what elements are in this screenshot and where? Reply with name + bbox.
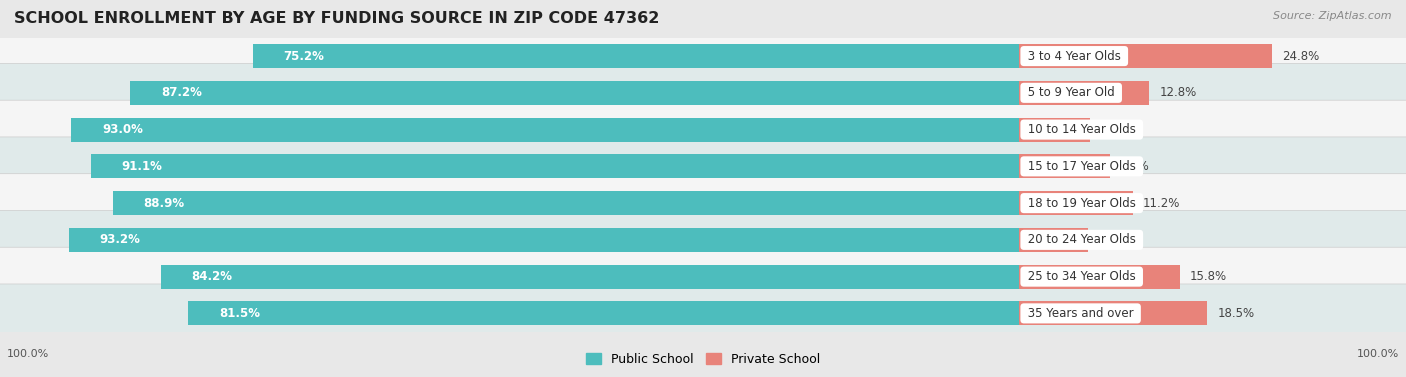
Bar xyxy=(1019,155,1109,178)
Text: 5 to 9 Year Old: 5 to 9 Year Old xyxy=(1024,86,1118,99)
FancyBboxPatch shape xyxy=(0,284,1406,343)
Bar xyxy=(1019,44,1271,68)
FancyBboxPatch shape xyxy=(0,247,1406,306)
Bar xyxy=(72,118,1019,141)
Text: 24.8%: 24.8% xyxy=(1282,50,1319,63)
FancyBboxPatch shape xyxy=(0,210,1406,269)
Text: 87.2%: 87.2% xyxy=(160,86,202,99)
Text: 100.0%: 100.0% xyxy=(1357,349,1399,359)
Bar xyxy=(131,81,1019,105)
Text: 88.9%: 88.9% xyxy=(143,197,184,210)
Text: 11.2%: 11.2% xyxy=(1143,197,1181,210)
FancyBboxPatch shape xyxy=(0,100,1406,159)
Bar xyxy=(69,228,1019,252)
Text: 35 Years and over: 35 Years and over xyxy=(1024,307,1137,320)
Bar xyxy=(160,265,1019,288)
Text: 93.0%: 93.0% xyxy=(101,123,143,136)
Bar xyxy=(112,191,1019,215)
Text: 91.1%: 91.1% xyxy=(121,160,162,173)
Text: 7.0%: 7.0% xyxy=(1101,123,1130,136)
FancyBboxPatch shape xyxy=(0,27,1406,86)
Text: 8.9%: 8.9% xyxy=(1119,160,1150,173)
Text: 75.2%: 75.2% xyxy=(283,50,325,63)
Text: Source: ZipAtlas.com: Source: ZipAtlas.com xyxy=(1274,11,1392,21)
Text: 15.8%: 15.8% xyxy=(1189,270,1227,283)
Bar xyxy=(188,302,1019,325)
Text: SCHOOL ENROLLMENT BY AGE BY FUNDING SOURCE IN ZIP CODE 47362: SCHOOL ENROLLMENT BY AGE BY FUNDING SOUR… xyxy=(14,11,659,26)
Bar xyxy=(1019,81,1149,105)
Bar xyxy=(1019,228,1088,252)
Text: 20 to 24 Year Olds: 20 to 24 Year Olds xyxy=(1024,233,1139,246)
Text: 84.2%: 84.2% xyxy=(191,270,232,283)
FancyBboxPatch shape xyxy=(0,63,1406,122)
Text: 12.8%: 12.8% xyxy=(1160,86,1197,99)
Text: 100.0%: 100.0% xyxy=(7,349,49,359)
Text: 18 to 19 Year Olds: 18 to 19 Year Olds xyxy=(1024,197,1139,210)
Bar xyxy=(1019,191,1133,215)
Text: 93.2%: 93.2% xyxy=(100,233,141,246)
Bar xyxy=(90,155,1019,178)
Bar xyxy=(1019,302,1208,325)
Text: 15 to 17 Year Olds: 15 to 17 Year Olds xyxy=(1024,160,1139,173)
FancyBboxPatch shape xyxy=(0,174,1406,233)
Bar xyxy=(1019,118,1090,141)
FancyBboxPatch shape xyxy=(0,137,1406,196)
Text: 10 to 14 Year Olds: 10 to 14 Year Olds xyxy=(1024,123,1139,136)
Bar xyxy=(253,44,1019,68)
Text: 18.5%: 18.5% xyxy=(1218,307,1254,320)
Text: 6.8%: 6.8% xyxy=(1098,233,1128,246)
Text: 81.5%: 81.5% xyxy=(219,307,260,320)
Text: 25 to 34 Year Olds: 25 to 34 Year Olds xyxy=(1024,270,1139,283)
Bar xyxy=(1019,265,1180,288)
Text: 3 to 4 Year Olds: 3 to 4 Year Olds xyxy=(1024,50,1125,63)
Legend: Public School, Private School: Public School, Private School xyxy=(581,348,825,371)
